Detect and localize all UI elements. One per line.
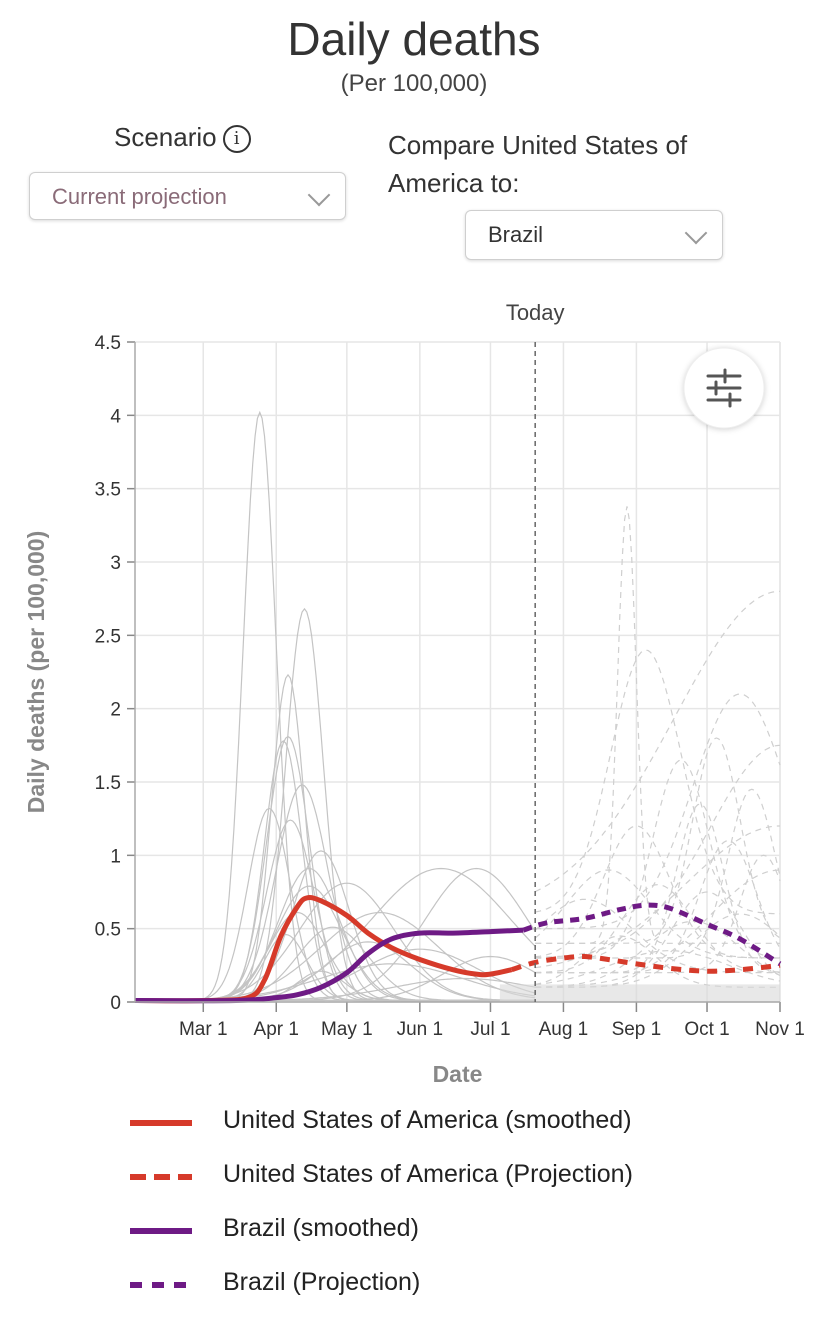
background-projection-line [535,869,781,988]
background-projection-line [535,913,781,988]
brazil-projection-line [522,902,782,967]
y-tick-label: 4.5 [95,333,121,354]
background-projection-line [535,854,781,974]
x-tick-label: Sep 1 [612,1019,662,1040]
legend-swatch [130,1174,192,1180]
y-tick-label: 4 [110,406,121,427]
background-projection-line [535,737,781,944]
compare-label: Compare United States of America to: [388,126,687,202]
background-projection-line [535,950,781,986]
background-country-line [135,740,536,1002]
y-tick-label: 2.5 [95,626,121,647]
chart-axes: 0 0.5 1 1.5 2 2.5 3 3.5 4 4.5 Mar 1 Apr 1 May 1 Jun 1… [23,300,805,1087]
legend-label: United States of America (smoothed) [223,1106,632,1134]
background-projection-line [535,825,780,969]
y-tick-label: 0 [110,993,121,1014]
sliders-icon [706,368,742,408]
chart-grid [135,341,781,1003]
x-tick-label: Aug 1 [539,1019,589,1040]
legend-label: Brazil (smoothed) [223,1214,419,1242]
x-tick-label: Jun 1 [397,1019,443,1040]
background-projection-line [535,744,781,959]
background-country-line [135,673,536,1002]
chart-subtitle: (Per 100,000) [340,70,488,97]
background-country-line [135,410,536,1002]
scenario-select[interactable]: Current projection [29,172,346,220]
background-projection-line [534,898,780,974]
x-axis-label: Date [433,1061,483,1087]
background-dense-band [499,984,780,1002]
background-projection-line [535,920,781,988]
background-country-line [135,607,536,1002]
today-label: Today [506,300,565,325]
compare-label-line2: America to: [388,168,520,198]
background-projection-line [535,693,781,930]
x-tick-label: Apr 1 [254,1019,299,1040]
chevron-down-icon [307,183,331,207]
y-axis-label: Daily deaths (per 100,000) [23,531,49,814]
compare-select[interactable]: Brazil [465,210,723,260]
background-projection-line [535,840,781,974]
background-projection-line [534,869,780,959]
scenario-label-text: Scenario [114,122,217,152]
y-tick-label: 1 [110,846,121,867]
background-projection-line [535,825,780,959]
y-tick-label: 3 [110,553,121,574]
legend-label: Brazil (Projection) [223,1268,421,1296]
x-tick-label: Mar 1 [179,1019,228,1040]
background-projection-line [535,788,781,959]
legend-swatch [130,1282,192,1288]
scenario-label: Scenario i [114,122,251,154]
background-projection-line [535,506,780,944]
settings-button[interactable] [683,347,765,429]
info-icon[interactable]: i [222,125,251,154]
x-tick-label: Oct 1 [684,1019,729,1040]
compare-select-value: Brazil [488,222,544,247]
chart-svg: 0 0.5 1 1.5 2 2.5 3 3.5 4 4.5 Mar 1 Apr 1 May 1 Jun 1… [23,300,805,1087]
usa-smoothed-line [134,895,513,1004]
x-tick-label: Nov 1 [755,1019,805,1040]
chevron-down-icon [684,221,708,245]
background-projection-line [535,891,781,988]
usa-projection-line [510,953,781,974]
x-tick-label: Jul 1 [470,1019,510,1040]
y-tick-label: 2 [110,700,121,721]
x-tick-label: May 1 [321,1019,373,1040]
scenario-select-value: Current projection [52,184,227,209]
y-tick-label: 0.5 [95,920,121,941]
chart-title: Daily deaths [287,13,541,65]
compare-label-line1: Compare United States of [388,130,688,160]
background-projection-line [535,803,781,974]
legend-swatch [130,1120,192,1126]
legend-swatch [130,1228,192,1234]
series-lines [134,895,782,1004]
y-tick-label: 1.5 [95,773,121,794]
legend-label: United States of America (Projection) [223,1160,633,1188]
y-tick-label: 3.5 [95,480,121,501]
background-projection-line [535,884,781,974]
brazil-smoothed-line [134,927,524,1004]
background-projection-line [534,590,781,893]
background-projection-line [535,649,780,915]
